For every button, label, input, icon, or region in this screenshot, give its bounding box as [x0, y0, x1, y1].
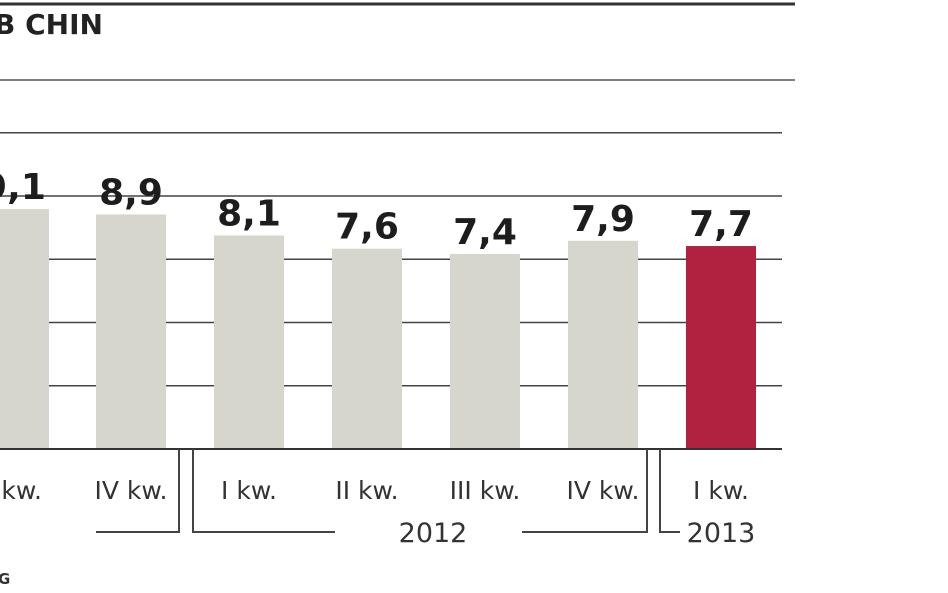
value-label: 7,7 [689, 204, 753, 245]
bar [96, 214, 166, 449]
value-label: 7,6 [335, 207, 399, 248]
value-label: 7,9 [571, 199, 635, 240]
category-label: I kw. [221, 476, 277, 505]
category-label: IV kw. [95, 476, 168, 505]
source-note: G [0, 570, 10, 588]
category-label: IV kw. [567, 476, 640, 505]
bar [686, 246, 756, 449]
year-label-2012: 2012 [399, 518, 468, 549]
year-brackets: 2012 2013 [96, 449, 755, 549]
bars [0, 209, 756, 449]
category-label: III kw. [450, 476, 521, 505]
chart-title: B CHIN [0, 8, 103, 41]
value-label: 8,9 [99, 172, 163, 213]
category-labels: I kw. IV kw. I kw. II kw. III kw. IV kw. I kw. [0, 476, 749, 505]
bar [568, 240, 638, 449]
value-label: 8,1 [217, 194, 281, 235]
bracket-2012-right [522, 449, 648, 533]
category-label: II kw. [335, 476, 398, 505]
bar [450, 253, 520, 449]
value-labels: 9,1 8,9 8,1 7,6 7,4 7,9 7,7 [0, 167, 753, 253]
bracket-prev-year [96, 449, 180, 533]
bar [214, 235, 284, 449]
bracket-2012-left [192, 449, 335, 533]
category-label: I kw. [0, 476, 42, 505]
bar [0, 209, 49, 449]
category-label: I kw. [693, 476, 749, 505]
value-label: 7,4 [453, 212, 517, 253]
value-label: 9,1 [0, 167, 46, 208]
bar [332, 248, 402, 449]
year-label-2013: 2013 [687, 518, 756, 549]
bracket-2013-left [659, 449, 680, 533]
